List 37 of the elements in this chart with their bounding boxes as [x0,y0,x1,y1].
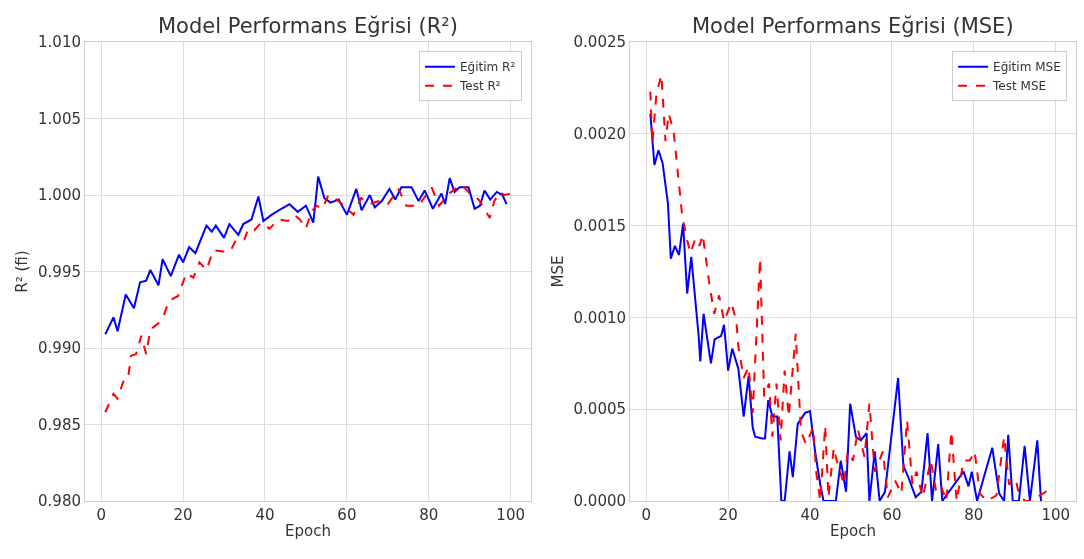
y-tick-label: 1.000 [38,186,81,205]
chart-title: Model Performans Eğrisi (MSE) [692,14,1014,38]
y-tick-label: 0.0015 [573,216,627,235]
x-tick-label: 60 [337,506,357,524]
x-tick-label: 20 [718,506,738,524]
y-tick-label: 1.005 [38,109,81,128]
line-series [104,183,512,414]
x-tick-label: 80 [964,506,984,524]
legend-label: Eğitim R² [460,60,516,75]
y-tick-label: 0.995 [38,262,81,281]
x-tick-label: 60 [882,506,902,524]
x-tick-label: 40 [255,506,275,524]
x-tick-label: 40 [800,506,820,524]
legend-label: Test MSE [992,79,1047,94]
x-tick-label: 100 [496,506,525,524]
x-axis-title: Epoch [830,522,876,540]
x-tick-label: 0 [96,506,106,524]
x-tick-label: 100 [1041,506,1071,524]
y-tick-label: 0.0020 [573,125,627,144]
x-tick-label: 0 [641,506,651,524]
y-tick-label: 0.985 [38,415,81,434]
y-tick-label: 0.980 [38,492,81,511]
y-tick-label: 0.0025 [573,33,627,52]
y-axis-title: MSE [548,255,567,288]
x-tick-label: 20 [173,506,193,524]
y-tick-label: 0.0010 [573,308,627,327]
legend-label: Test R² [459,79,501,94]
y-axis-title: R² (fi) [13,250,32,293]
x-tick-label: 80 [419,506,439,524]
y-tick-label: 0.990 [38,339,81,358]
y-tick-label: 0.0000 [573,492,627,511]
x-axis-title: Epoch [285,522,331,540]
y-tick-label: 0.0005 [573,400,627,419]
y-tick-label: 1.010 [38,33,81,52]
line-series [104,175,508,336]
legend-label: Eğitim MSE [993,60,1061,75]
chart-title: Model Performans Eğrisi (R²) [158,14,458,38]
